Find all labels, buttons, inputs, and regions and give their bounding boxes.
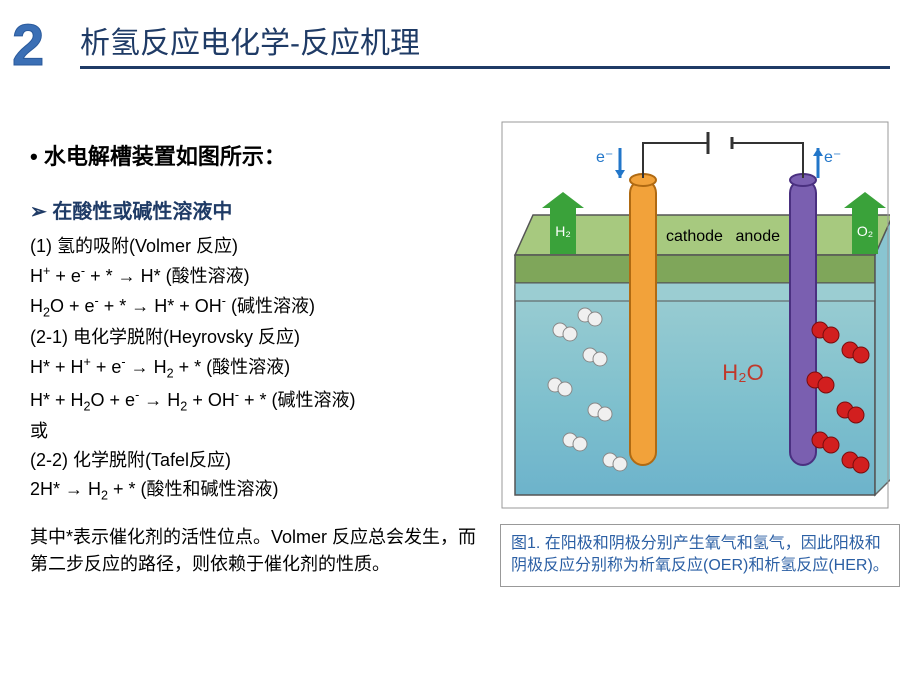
section-number-text: 2	[12, 13, 44, 78]
line-2: H+ + e- + * → H* (酸性溶液)	[30, 262, 490, 290]
svg-text:H₂: H₂	[555, 223, 571, 239]
svg-text:anode: anode	[736, 228, 781, 245]
section-number: 2 2	[12, 12, 44, 79]
title-rule	[80, 66, 890, 69]
sub-bullet: 在酸性或碱性溶液中	[30, 197, 490, 227]
slide: 2 2 析氢反应电化学-反应机理 水电解槽装置如图所示： 在酸性或碱性溶液中 (…	[0, 0, 920, 690]
footnote: 其中*表示催化剂的活性位点。Volmer 反应总会发生，而第二步反应的路径，则依…	[30, 524, 490, 578]
text-content: 水电解槽装置如图所示： 在酸性或碱性溶液中 (1) 氢的吸附(Volmer 反应…	[30, 140, 490, 578]
electrolysis-diagram: e⁻ e⁻ H₂ O₂ cathode anode H₂O	[500, 120, 890, 510]
line-3: H2O + e- + * → H* + OH- (碱性溶液)	[30, 292, 490, 322]
main-bullet: 水电解槽装置如图所示：	[30, 140, 490, 173]
svg-text:O₂: O₂	[857, 223, 873, 239]
line-7: 或	[30, 418, 490, 445]
line-6: H* + H2O + e- → H2 + OH- + * (碱性溶液)	[30, 386, 490, 416]
svg-text:H₂O: H₂O	[722, 360, 764, 385]
figure: e⁻ e⁻ H₂ O₂ cathode anode H₂O 图1. 在阳极和阴极分别产生氧气…	[500, 120, 900, 587]
svg-text:cathode: cathode	[666, 228, 723, 245]
svg-text:e⁻: e⁻	[824, 149, 841, 166]
svg-text:e⁻: e⁻	[596, 149, 613, 166]
line-1: (1) 氢的吸附(Volmer 反应)	[30, 233, 490, 260]
line-4: (2-1) 电化学脱附(Heyrovsky 反应)	[30, 324, 490, 351]
line-5: H* + H+ + e- → H2 + * (酸性溶液)	[30, 353, 490, 383]
page-title: 析氢反应电化学-反应机理	[80, 18, 420, 62]
figure-caption: 图1. 在阳极和阴极分别产生氧气和氢气，因此阳极和阴极反应分别称为析氧反应(OE…	[500, 524, 900, 587]
line-8: (2-2) 化学脱附(Tafel反应)	[30, 447, 490, 474]
line-9: 2H* → H2 + * (酸性和碱性溶液)	[30, 476, 490, 505]
